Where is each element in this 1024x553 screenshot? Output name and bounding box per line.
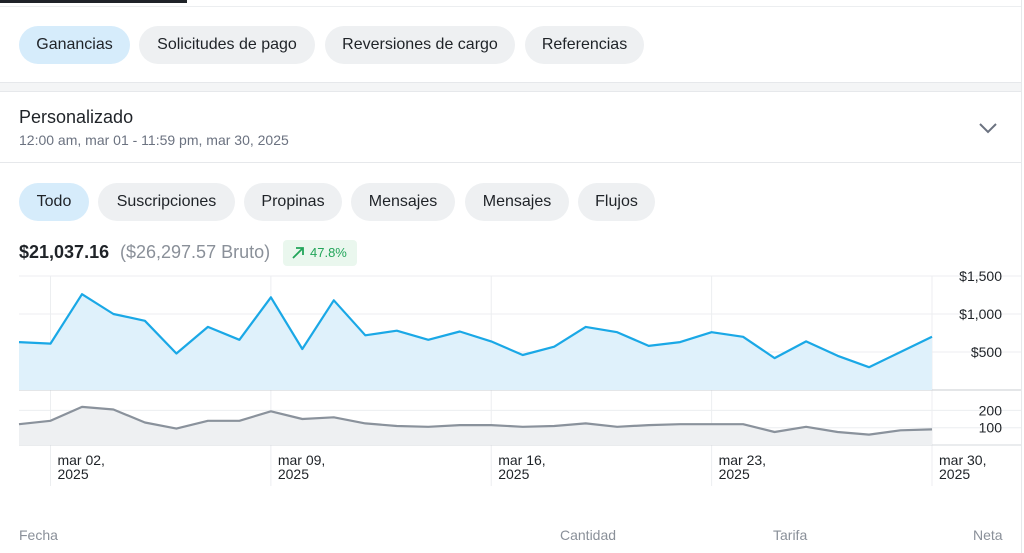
date-range-title: Personalizado [19, 107, 134, 127]
net-total: $21,037.16 [19, 242, 110, 262]
change-badge: 47.8% [283, 240, 357, 266]
change-percent: 47.8% [310, 245, 347, 260]
y-axis-ticks: $1,500 $1,000 $500 200 100 [959, 270, 1002, 436]
divider [0, 162, 1021, 163]
x-tick-label: mar 02, [57, 452, 104, 468]
earnings-area [19, 294, 932, 390]
filter-suscripciones[interactable]: Suscripciones [98, 183, 235, 221]
tab-solicitudes-de-pago[interactable]: Solicitudes de pago [139, 26, 315, 64]
arrow-up-right-icon [292, 247, 304, 259]
x-tick-year: 2025 [278, 466, 309, 482]
section-divider [0, 82, 1021, 92]
y-tick-label: 100 [979, 420, 1003, 436]
x-tick-label: mar 30, [939, 452, 986, 468]
filter-todo[interactable]: Todo [19, 183, 89, 221]
filter-flujos[interactable]: Flujos [578, 183, 655, 221]
column-header-neta[interactable]: Neta [973, 527, 1003, 543]
x-tick-year: 2025 [57, 466, 88, 482]
earnings-line [18, 293, 933, 369]
active-section-indicator [0, 0, 187, 3]
date-range-subtitle: 12:00 am, mar 01 - 11:59 pm, mar 30, 202… [19, 132, 289, 148]
x-tick-label: mar 16, [498, 452, 545, 468]
count-line [18, 405, 933, 436]
y-tick-label: 200 [979, 402, 1003, 418]
tab-reversiones-de-cargo[interactable]: Reversiones de cargo [325, 26, 515, 64]
column-header-tarifa[interactable]: Tarifa [773, 527, 808, 543]
x-tick-year: 2025 [498, 466, 529, 482]
y-tick-label: $1,000 [959, 306, 1002, 322]
x-tick-year: 2025 [939, 466, 970, 482]
x-tick-year: 2025 [719, 466, 750, 482]
y-tick-label: $1,500 [959, 270, 1002, 284]
column-header-cantidad[interactable]: Cantidad [560, 527, 617, 543]
filter-propinas[interactable]: Propinas [244, 183, 342, 221]
filter-mensajes[interactable]: Mensajes [351, 183, 455, 221]
tab-referencias[interactable]: Referencias [525, 26, 644, 64]
divider [0, 6, 1021, 7]
tab-ganancias[interactable]: Ganancias [19, 26, 130, 64]
y-tick-label: $500 [971, 344, 1002, 360]
date-range-selector[interactable]: Personalizado 12:00 am, mar 01 - 11:59 p… [0, 93, 1021, 162]
gross-total: ($26,297.57 Bruto) [120, 242, 271, 262]
chart-series [18, 293, 933, 445]
column-header-fecha[interactable]: Fecha [19, 527, 58, 543]
chevron-down-icon [979, 123, 997, 134]
x-tick-label: mar 09, [278, 452, 325, 468]
filter-mensajes-2[interactable]: Mensajes [465, 183, 569, 221]
x-tick-label: mar 23, [719, 452, 766, 468]
